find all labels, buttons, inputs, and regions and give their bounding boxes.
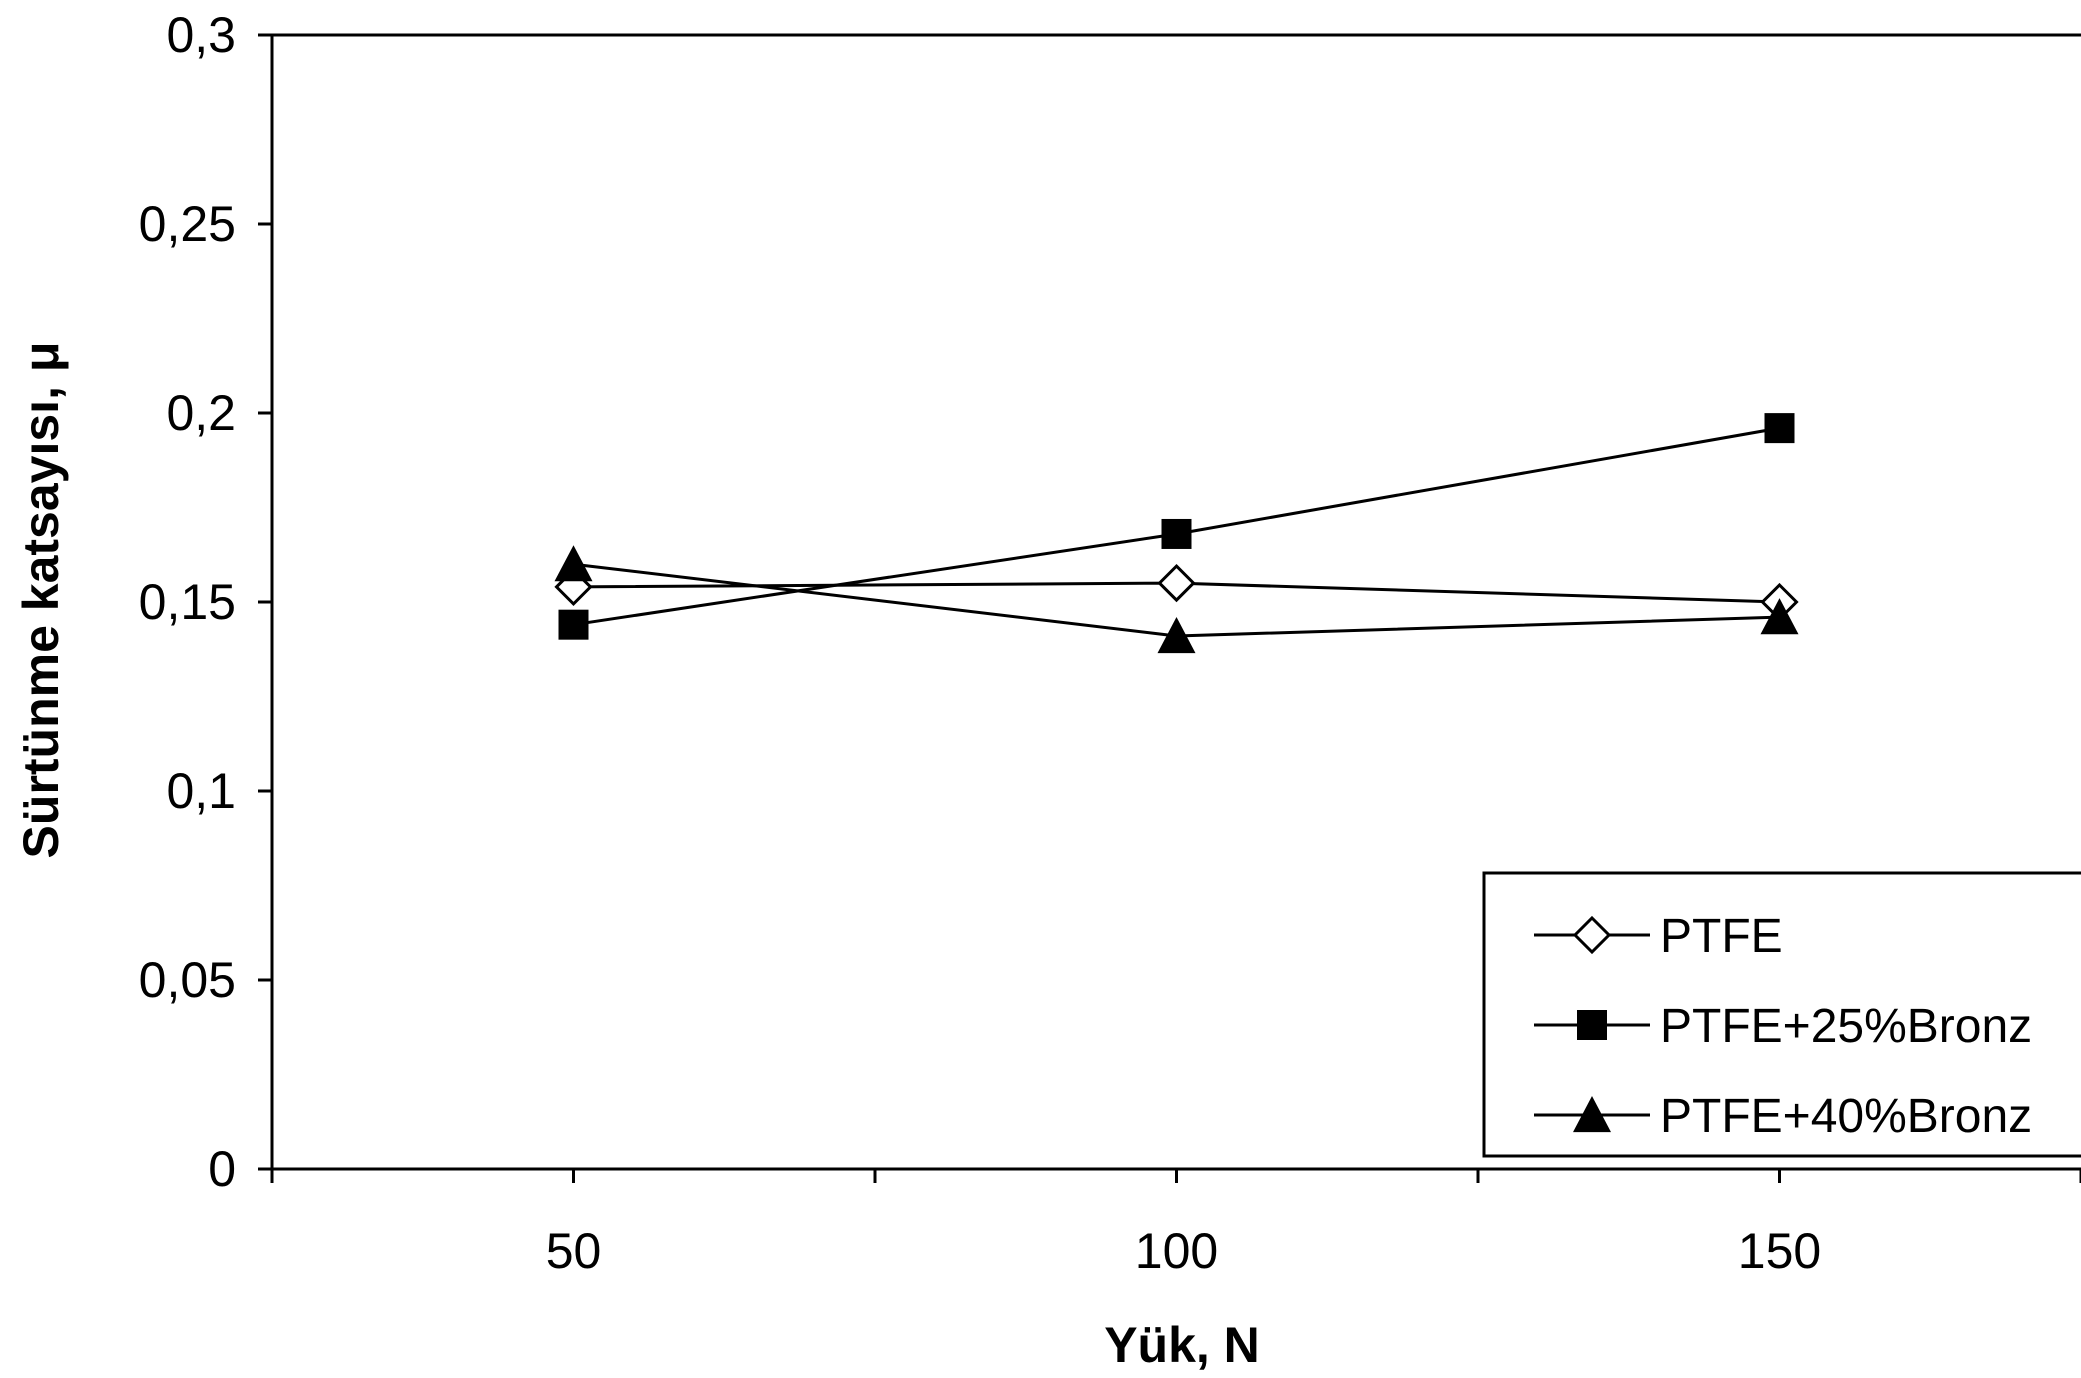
series-0 — [554, 563, 1799, 622]
data-point — [1157, 563, 1196, 603]
x-tick-label: 50 — [546, 1223, 602, 1279]
legend-marker — [1577, 1010, 1607, 1040]
y-tick-label: 0,3 — [166, 7, 236, 63]
x-tick-label: 100 — [1135, 1223, 1218, 1279]
x-axis: 50 100 150 — [270, 1169, 2081, 1279]
data-point — [554, 545, 593, 582]
legend: PTFE PTFE+25%Bronz PTFE+40%Bronz — [1482, 871, 2081, 1158]
legend-item: PTFE — [1534, 910, 1783, 963]
data-point — [558, 609, 589, 640]
legend-label: PTFE — [1660, 910, 1783, 963]
y-tick-label: 0,25 — [139, 196, 236, 252]
legend-label: PTFE+40%Bronz — [1660, 1090, 2032, 1143]
series-layer — [554, 413, 1799, 654]
data-point — [1760, 598, 1799, 635]
y-axis-title: Sürtünme katsayısı, μ — [13, 342, 69, 859]
x-tick-label: 150 — [1738, 1223, 1821, 1279]
series-2 — [554, 545, 1799, 654]
legend-marker — [1573, 1096, 1611, 1133]
y-tick-label: 0 — [208, 1141, 236, 1197]
data-point — [1161, 518, 1192, 549]
y-tick-label: 0,05 — [139, 952, 236, 1008]
legend-box — [1482, 871, 2081, 1158]
x-axis-title: Yük, N — [1104, 1317, 1260, 1373]
data-point — [1764, 413, 1795, 444]
legend-item: PTFE+40%Bronz — [1534, 1090, 2032, 1143]
y-tick-label: 0,2 — [166, 385, 236, 441]
legend-marker — [1572, 915, 1612, 955]
series-1 — [558, 413, 1795, 640]
y-axis: 0 0,05 0,1 0,15 0,2 0,25 0,3 — [139, 7, 272, 1197]
y-tick-label: 0,15 — [139, 574, 236, 630]
legend-label: PTFE+25%Bronz — [1660, 1000, 2032, 1053]
data-point — [1157, 617, 1196, 654]
legend-item: PTFE+25%Bronz — [1534, 1000, 2032, 1053]
y-tick-label: 0,1 — [166, 763, 236, 819]
